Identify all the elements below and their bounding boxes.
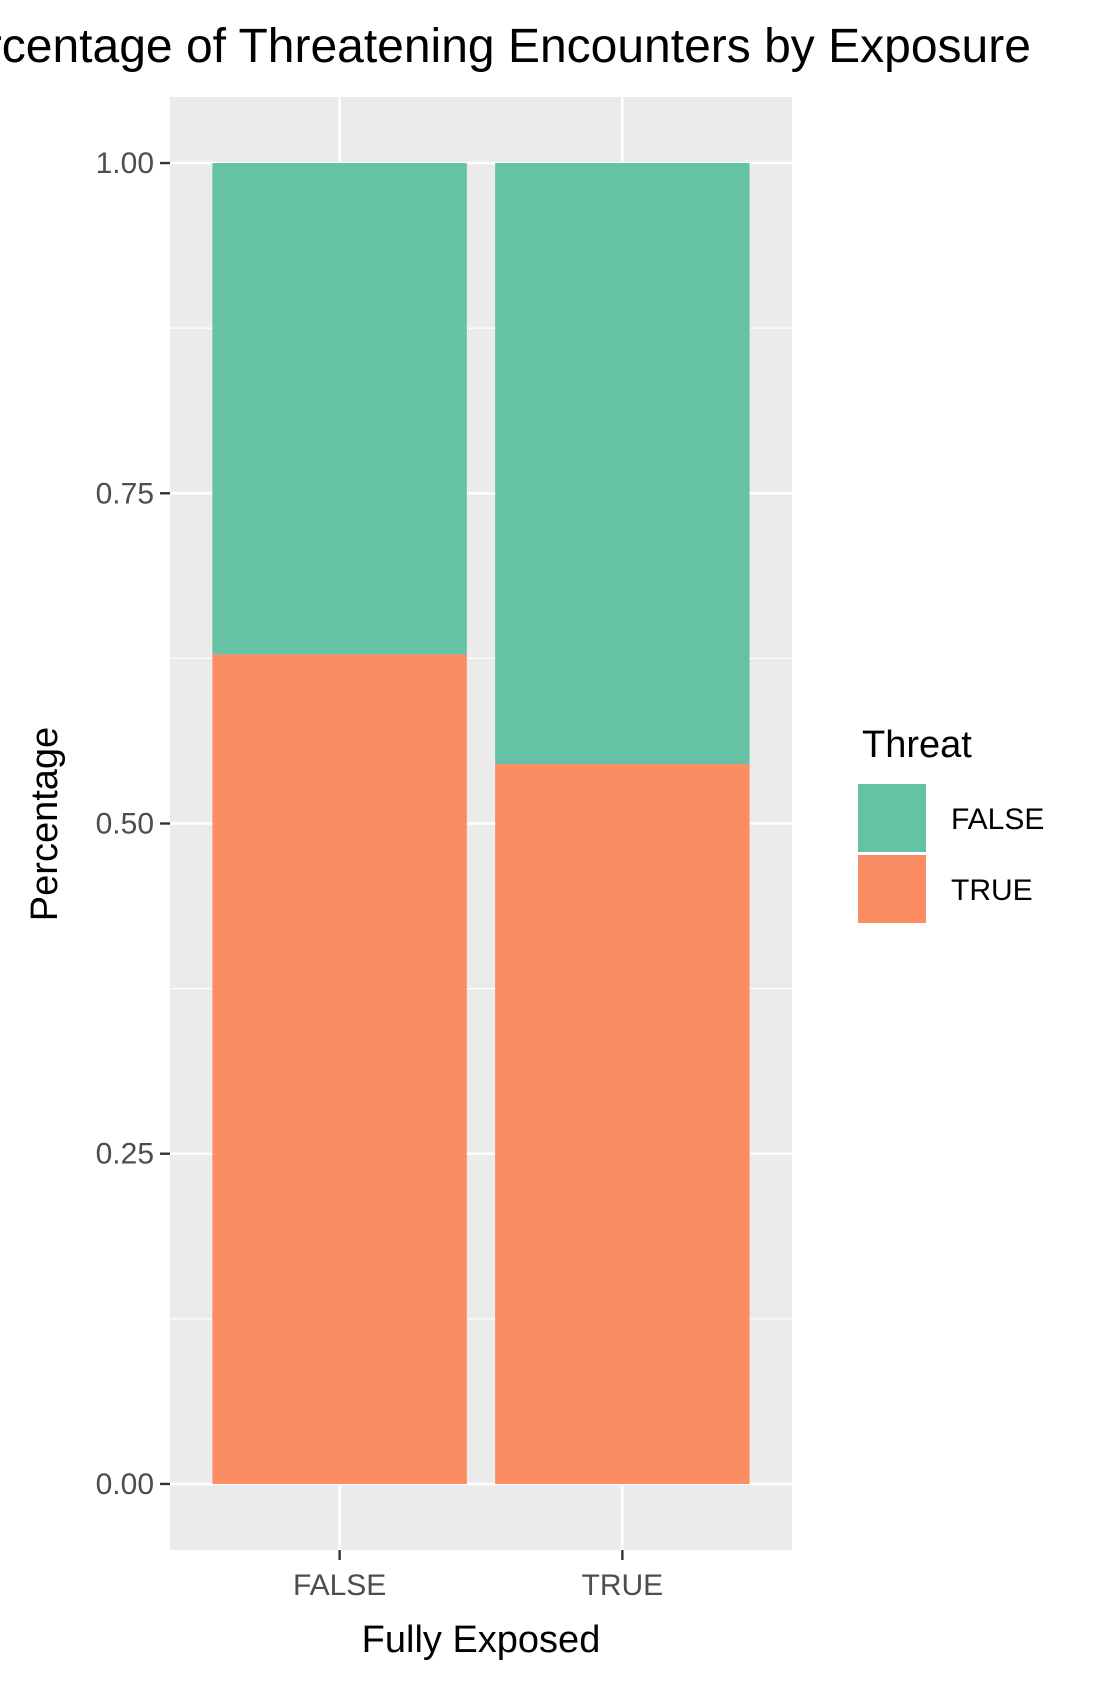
y-axis: 0.00 0.25 0.50 0.75 1.00	[96, 147, 170, 1501]
legend-entries: FALSE TRUE	[856, 782, 1044, 925]
bar-segment-false-true	[212, 654, 467, 1484]
bar-segment-true-false	[495, 163, 750, 765]
legend-key-true	[856, 853, 928, 925]
y-axis-title: Percentage	[24, 727, 66, 921]
bar-segment-false-false	[212, 163, 467, 655]
x-axis-title: Fully Exposed	[362, 1619, 601, 1661]
y-tick-label: 0.50	[96, 808, 154, 841]
y-tick-label: 0.75	[96, 477, 154, 510]
x-axis: FALSE TRUE	[293, 1550, 663, 1602]
legend-key-false	[856, 782, 928, 854]
bars	[212, 163, 750, 1484]
x-tick-label: TRUE	[582, 1569, 664, 1602]
legend-label: FALSE	[951, 803, 1044, 836]
chart-title: Percentage of Threatening Encounters by …	[0, 20, 1031, 73]
y-tick-label: 0.25	[96, 1138, 154, 1171]
bar-segment-true-true	[495, 764, 750, 1484]
x-tick-label: FALSE	[293, 1569, 386, 1602]
legend-title: Threat	[862, 724, 972, 766]
y-tick-label: 1.00	[96, 147, 154, 180]
legend-label: TRUE	[951, 874, 1033, 907]
legend: Threat FALSE TRUE	[856, 724, 1044, 925]
y-tick-label: 0.00	[96, 1468, 154, 1501]
